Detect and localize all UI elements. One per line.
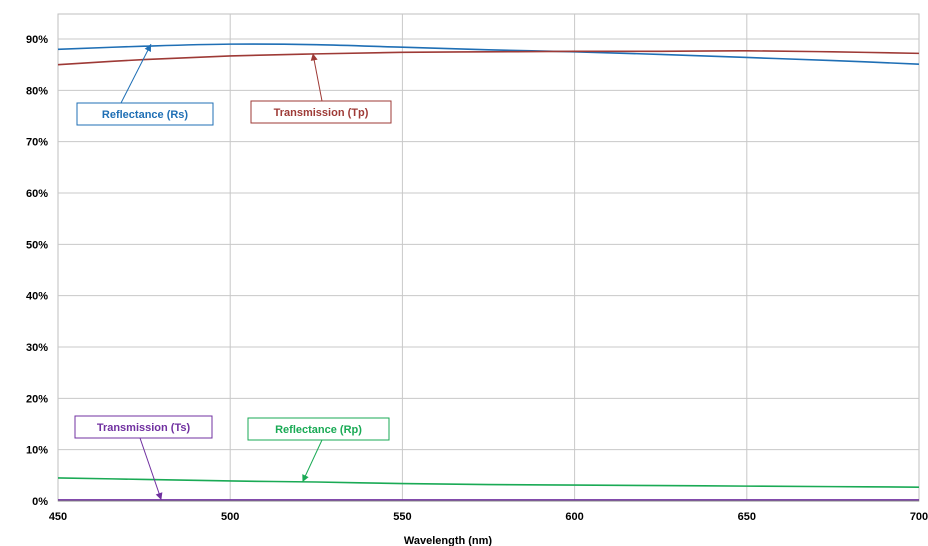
x-tick-label: 600 [565, 511, 583, 523]
series-line-transmission-tp [57, 49, 920, 66]
annotation-box-reflectance-rp [247, 417, 390, 441]
annotation-leader-transmission-tp [312, 53, 323, 102]
annotation-arrowhead-reflectance-rp [302, 474, 309, 483]
annotation-leader-transmission-ts [139, 437, 162, 501]
y-tick-label: 20% [26, 393, 48, 405]
x-axis-title: Wavelength (nm) [404, 535, 493, 546]
y-tick-label: 0% [32, 496, 48, 508]
y-tick-label: 80% [26, 85, 48, 97]
annotation-leader-reflectance-rs [120, 43, 152, 104]
x-tick-label: 700 [910, 511, 928, 523]
annotation-layer: Reflectance (Rs) Transmission (Tp) Transmi… [74, 43, 392, 501]
annotation-label-transmission-tp: Transmission (Tp) [274, 107, 369, 119]
y-tick-label: 40% [26, 291, 48, 303]
y-tick-label: 10% [26, 445, 48, 457]
series-line-reflectance-rp [57, 477, 920, 488]
axis-layer: 0% 10% 20% 30% 40% 50% 60% 70% 80% 90% 450 500 550 60… [26, 34, 928, 523]
annotation-box-transmission-ts [74, 415, 213, 439]
y-tick-label: 50% [26, 239, 48, 251]
annotation-label-reflectance-rs: Reflectance (Rs) [102, 109, 189, 121]
annotation-arrowhead-transmission-ts [155, 492, 163, 500]
series-layer [57, 43, 920, 501]
annotation-label-transmission-ts: Transmission (Ts) [97, 422, 191, 434]
x-tick-label: 450 [49, 511, 67, 523]
y-tick-label: 60% [26, 188, 48, 200]
annotation-arrowhead-reflectance-rs [144, 44, 151, 52]
annotation-box-reflectance-rs [76, 102, 214, 126]
y-tick-label: 70% [26, 137, 48, 149]
annotation-arrowhead-transmission-tp [310, 53, 318, 61]
series-line-reflectance-rs [57, 43, 920, 65]
x-tick-label: 500 [221, 511, 239, 523]
grid-layer [57, 13, 920, 502]
annotation-box-transmission-tp [250, 100, 392, 124]
annotation-leader-reflectance-rp [302, 439, 323, 483]
x-tick-label: 550 [393, 511, 411, 523]
y-tick-label: 30% [26, 342, 48, 354]
x-tick-label: 650 [738, 511, 756, 523]
y-tick-label: 90% [26, 34, 48, 46]
annotation-label-reflectance-rp: Reflectance (Rp) [275, 424, 362, 436]
